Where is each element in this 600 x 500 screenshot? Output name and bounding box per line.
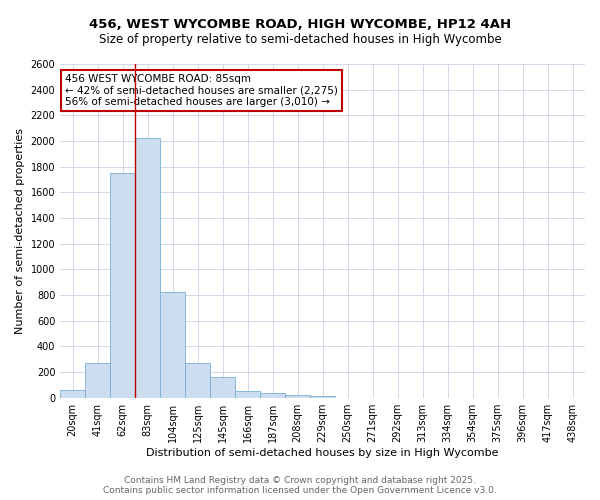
Text: 456 WEST WYCOMBE ROAD: 85sqm
← 42% of semi-detached houses are smaller (2,275)
5: 456 WEST WYCOMBE ROAD: 85sqm ← 42% of se… [65, 74, 338, 107]
Bar [85, 363, 110, 398]
Bar [310, 396, 335, 398]
Bar [185, 363, 210, 398]
Y-axis label: Number of semi-detached properties: Number of semi-detached properties [15, 128, 25, 334]
Bar [110, 173, 135, 398]
Text: Size of property relative to semi-detached houses in High Wycombe: Size of property relative to semi-detach… [98, 32, 502, 46]
Bar [285, 395, 310, 398]
X-axis label: Distribution of semi-detached houses by size in High Wycombe: Distribution of semi-detached houses by … [146, 448, 499, 458]
Bar [135, 138, 160, 398]
Bar [160, 292, 185, 398]
Bar [235, 390, 260, 398]
Text: 456, WEST WYCOMBE ROAD, HIGH WYCOMBE, HP12 4AH: 456, WEST WYCOMBE ROAD, HIGH WYCOMBE, HP… [89, 18, 511, 30]
Text: Contains HM Land Registry data © Crown copyright and database right 2025.
Contai: Contains HM Land Registry data © Crown c… [103, 476, 497, 495]
Bar [260, 393, 285, 398]
Bar [210, 377, 235, 398]
Bar [60, 390, 85, 398]
